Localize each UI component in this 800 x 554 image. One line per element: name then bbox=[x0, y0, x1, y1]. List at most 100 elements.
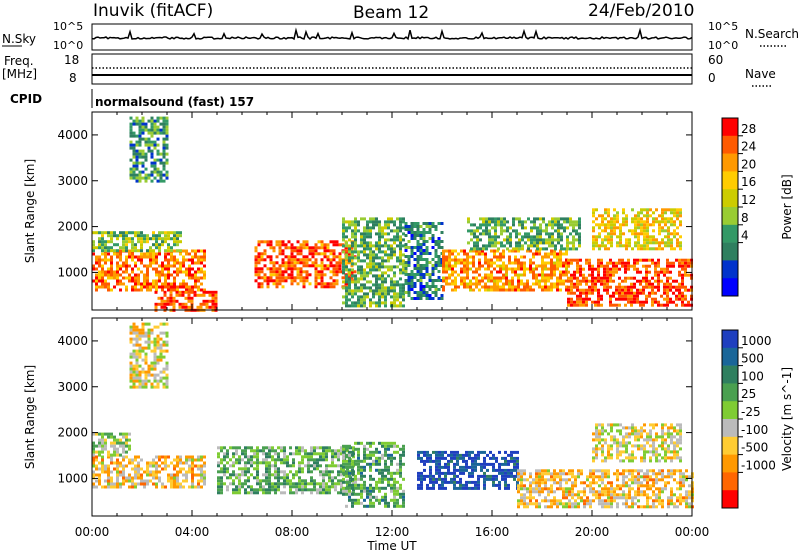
power-cell bbox=[113, 234, 116, 238]
power-cell bbox=[560, 217, 563, 221]
power-cell bbox=[526, 279, 529, 283]
power-cell bbox=[369, 217, 372, 221]
power-colorbar-swatch bbox=[722, 189, 738, 208]
velocity-cell bbox=[661, 472, 664, 476]
power-cell bbox=[592, 229, 595, 233]
velocity-cell bbox=[447, 453, 450, 457]
power-cell bbox=[152, 255, 155, 259]
power-cell bbox=[529, 249, 532, 253]
power-cell bbox=[107, 234, 110, 238]
velocity-cell bbox=[610, 493, 613, 497]
power-cell bbox=[254, 270, 258, 274]
power-cell bbox=[557, 226, 560, 230]
power-cell bbox=[535, 279, 538, 283]
velocity-cell bbox=[637, 499, 640, 503]
power-cell bbox=[152, 243, 155, 247]
power-cell bbox=[164, 276, 167, 280]
power-cell bbox=[536, 247, 539, 251]
power-cell bbox=[652, 220, 655, 224]
power-cell bbox=[619, 238, 622, 242]
power-cell bbox=[296, 252, 300, 256]
velocity-cell bbox=[152, 482, 155, 486]
power-cell bbox=[515, 241, 518, 245]
power-cell bbox=[357, 265, 360, 269]
velocity-cell bbox=[444, 486, 447, 490]
velocity-cell bbox=[628, 490, 631, 494]
velocity-cell bbox=[372, 462, 375, 466]
power-cell bbox=[147, 119, 151, 123]
velocity-cell bbox=[313, 482, 316, 486]
power-cell bbox=[323, 246, 327, 250]
power-cell bbox=[687, 288, 690, 292]
power-cell bbox=[613, 232, 616, 236]
velocity-cell bbox=[247, 446, 250, 450]
power-cell bbox=[648, 279, 651, 283]
velocity-cell bbox=[462, 453, 465, 457]
velocity-cell bbox=[238, 467, 241, 471]
power-cell bbox=[390, 301, 393, 305]
power-cell bbox=[260, 267, 264, 271]
power-colorbar-tick: 12 bbox=[741, 193, 756, 207]
velocity-cell bbox=[501, 462, 504, 466]
velocity-cell bbox=[146, 482, 149, 486]
velocity-cell bbox=[363, 450, 366, 454]
velocity-cell bbox=[304, 464, 307, 468]
velocity-cell bbox=[541, 475, 544, 479]
power-cell bbox=[482, 244, 485, 248]
velocity-cell bbox=[498, 450, 501, 454]
power-cell bbox=[572, 238, 575, 242]
power-cell bbox=[422, 243, 426, 246]
power-cell bbox=[143, 279, 146, 283]
power-cell bbox=[496, 288, 499, 292]
velocity-cell bbox=[601, 469, 604, 473]
velocity-cell bbox=[375, 456, 378, 460]
power-cell bbox=[141, 116, 145, 120]
power-cell bbox=[272, 273, 276, 277]
power-cell bbox=[125, 243, 128, 247]
velocity-cell bbox=[637, 472, 640, 476]
power-cell bbox=[621, 258, 624, 262]
velocity-cell bbox=[616, 469, 619, 473]
velocity-cell bbox=[140, 482, 143, 486]
power-cell bbox=[613, 208, 616, 212]
power-cell bbox=[155, 273, 158, 277]
power-cell bbox=[176, 267, 179, 271]
power-cell bbox=[163, 293, 167, 297]
velocity-cell bbox=[360, 477, 363, 481]
velocity-cell bbox=[664, 484, 667, 488]
velocity-cell bbox=[95, 485, 98, 489]
power-cell bbox=[326, 249, 330, 253]
power-cell bbox=[527, 247, 530, 251]
power-cell bbox=[104, 231, 107, 235]
power-cell bbox=[375, 274, 378, 278]
velocity-cell bbox=[378, 462, 381, 466]
power-cell bbox=[165, 137, 169, 141]
power-cell bbox=[535, 282, 538, 286]
power-cell bbox=[530, 226, 533, 230]
power-cell bbox=[266, 279, 270, 283]
velocity-cell bbox=[122, 455, 125, 459]
velocity-cell bbox=[277, 458, 280, 462]
power-cell bbox=[107, 270, 110, 274]
velocity-cell bbox=[170, 485, 173, 489]
power-cell bbox=[645, 276, 648, 280]
velocity-cell bbox=[495, 459, 498, 463]
power-cell bbox=[269, 255, 273, 259]
power-cell bbox=[348, 283, 351, 287]
velocity-cell bbox=[598, 475, 601, 479]
power-cell bbox=[434, 252, 438, 255]
power-cell bbox=[651, 300, 654, 304]
power-cell bbox=[666, 288, 669, 292]
power-cell bbox=[645, 267, 648, 271]
velocity-cell bbox=[366, 489, 369, 493]
power-cell bbox=[557, 238, 560, 242]
power-cell bbox=[527, 238, 530, 242]
power-cell bbox=[320, 279, 324, 283]
power-cell bbox=[551, 217, 554, 221]
power-cell bbox=[679, 223, 682, 227]
power-cell bbox=[484, 255, 487, 259]
velocity-cell bbox=[319, 485, 322, 489]
power-cell bbox=[384, 250, 387, 254]
velocity-cell bbox=[441, 483, 444, 487]
velocity-cell bbox=[381, 486, 384, 490]
